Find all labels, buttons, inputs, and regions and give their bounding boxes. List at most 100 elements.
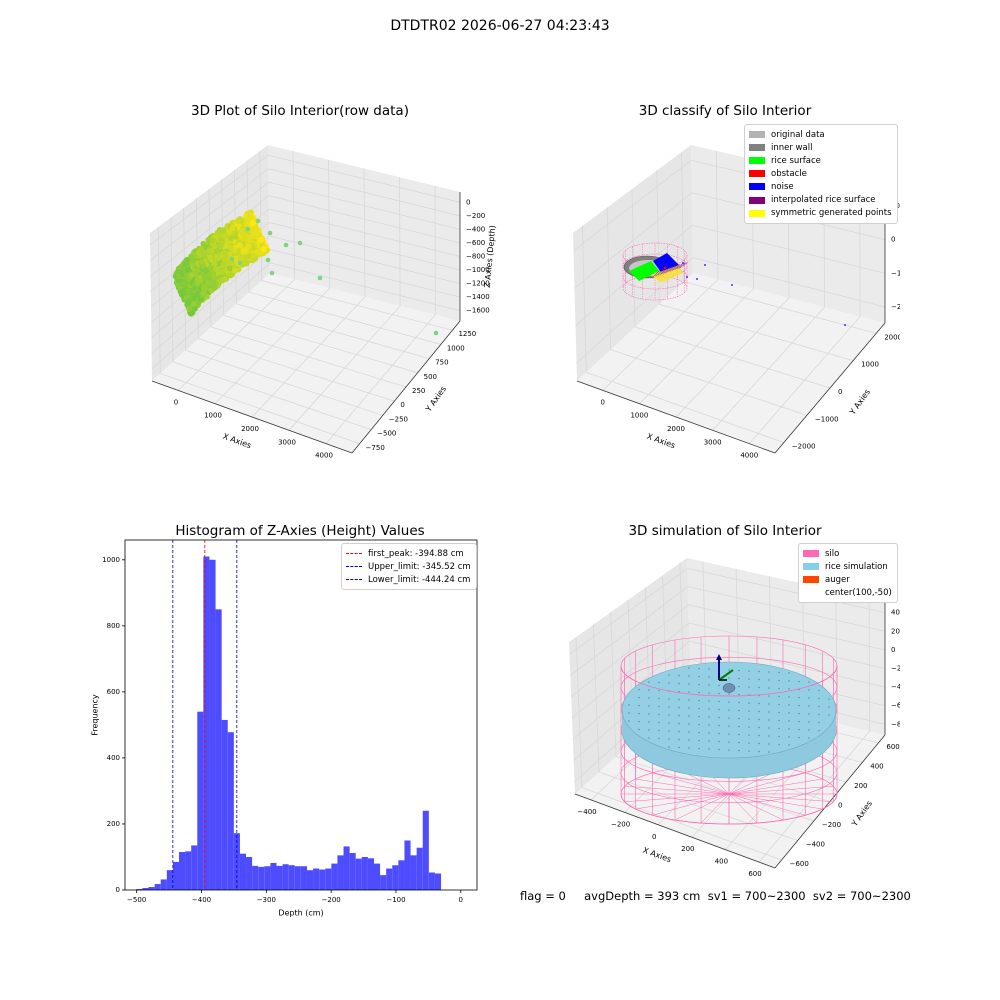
p1-point	[226, 265, 233, 272]
p4-rice-grid-point	[828, 698, 830, 700]
p4-rice-grid-point	[778, 711, 780, 714]
p3-bar	[428, 872, 435, 890]
p1-point	[229, 256, 235, 262]
p4-rice-grid-point	[678, 730, 680, 733]
panel2-title: 3D classify of Silo Interior	[638, 103, 812, 119]
p4-rice-grid-point	[678, 690, 680, 693]
p1-grid-z	[151, 249, 270, 354]
p4-rice-grid-point	[658, 721, 660, 724]
p2-rice-surface	[629, 261, 659, 281]
p3-bar	[166, 870, 173, 890]
p3-bar	[246, 856, 253, 890]
p3-bar	[392, 865, 399, 890]
p4-rice-grid-point	[638, 720, 640, 723]
p2-interpolated-surface	[679, 262, 688, 269]
p4-rice-grid-point	[738, 685, 740, 688]
p4-rice-grid-point	[768, 703, 770, 705]
p1-point	[249, 233, 256, 240]
p1-ztick-label: −1400	[466, 293, 490, 301]
p3-bar	[203, 556, 210, 890]
p4-rice-grid-point	[808, 721, 810, 723]
p4-xtick-label: 0	[652, 833, 656, 841]
p1-grid-z	[150, 168, 269, 261]
p4-rice-grid-point	[768, 695, 770, 697]
p4-rice-grid-point	[738, 725, 740, 728]
p4-rice-grid-point	[748, 726, 750, 728]
p4-rice-grid-point	[778, 743, 780, 746]
p3-bar	[404, 840, 411, 890]
p1-ytick-label: −500	[377, 430, 396, 438]
p4-ztick-label: −200	[891, 665, 900, 673]
p2-grid-z	[692, 257, 886, 308]
p4-ytick-label: 600	[886, 743, 899, 751]
p1-point	[175, 273, 182, 280]
p1-grid-y	[172, 361, 372, 430]
p1-point	[211, 274, 217, 281]
p3-axes-frame	[124, 539, 478, 891]
p1-ytick-label: −250	[389, 415, 408, 423]
p1-point	[208, 248, 215, 255]
p3-xtick-label: −300	[257, 896, 276, 904]
p4-rice-grid-point	[698, 739, 700, 742]
p4-ylabel: Y Axies	[849, 799, 874, 829]
p4-z-arrowhead	[716, 654, 722, 660]
p2-ytick-label: −2000	[792, 443, 816, 451]
p4-silo-wire	[635, 793, 730, 810]
p2-interpolated-surface	[655, 268, 664, 277]
p4-rice-grid-point	[768, 743, 770, 745]
p1-ztick-label: −200	[466, 212, 485, 220]
p4-y-arrow	[718, 669, 734, 681]
p4-rice-grid-point	[738, 717, 740, 720]
p4-silo-wire	[674, 793, 730, 821]
p1-grid-z	[268, 208, 461, 257]
p1-y-axis	[351, 320, 461, 454]
p4-rice-grid-point	[688, 739, 690, 741]
p4-rice-grid-point	[668, 714, 670, 716]
p3-legend-swatch	[346, 579, 362, 581]
p4-rice-grid-point	[748, 686, 750, 688]
p4-grid-y	[581, 787, 782, 861]
p4-rice-grid-point	[668, 682, 670, 684]
p1-xlabel: X Axies	[222, 432, 253, 451]
p4-rice-grid-point	[728, 749, 730, 751]
p4-rice-grid-point	[658, 713, 660, 716]
p1-point	[232, 233, 239, 240]
p4-rice-grid-point	[788, 704, 790, 706]
p4-rice-grid-point	[748, 742, 750, 744]
p2-interpolated-surface	[660, 267, 669, 275]
p2-grid-y	[586, 371, 784, 443]
p3-bar	[270, 862, 277, 890]
p4-rice-grid-point	[778, 735, 780, 738]
p1-pane-floor	[152, 273, 460, 453]
p4-rice-grid-point	[708, 748, 710, 750]
p4-rice-grid-point	[758, 734, 760, 737]
p4-rice-grid-point	[718, 724, 720, 727]
p4-rice-grid-point	[818, 729, 820, 732]
p4-rice-grid-point	[678, 682, 680, 685]
p4-rice-grid-point	[738, 733, 740, 736]
p4-legend-item: silo	[803, 547, 892, 560]
p4-rice-grid-point	[788, 696, 790, 698]
p3-bar	[197, 711, 204, 890]
p1-xtick-label: 2000	[241, 425, 259, 433]
p1-point	[179, 281, 186, 288]
p1-grid-y	[210, 326, 407, 388]
p1-point	[190, 295, 197, 302]
p2-y-axis	[774, 322, 886, 454]
p4-legend-swatch	[803, 589, 819, 596]
p4-rice-grid-point	[678, 722, 680, 725]
p4-silo-wire	[624, 785, 730, 795]
p3-bar	[355, 858, 362, 890]
p2-grid-z	[573, 160, 692, 252]
p3-bar	[361, 856, 368, 890]
p1-point	[180, 287, 187, 294]
p2-grid-y	[610, 349, 808, 416]
p2-legend-label: rice surface	[771, 155, 821, 166]
p3-bar	[221, 719, 228, 890]
p1-grid-y	[261, 280, 453, 331]
p4-rice-grid-point	[728, 725, 730, 727]
p4-rice-grid-point	[638, 728, 640, 731]
p4-rice-grid-point	[678, 746, 680, 749]
p4-silo-wire	[652, 772, 730, 795]
p1-ylabel: Y Axies	[423, 385, 448, 415]
